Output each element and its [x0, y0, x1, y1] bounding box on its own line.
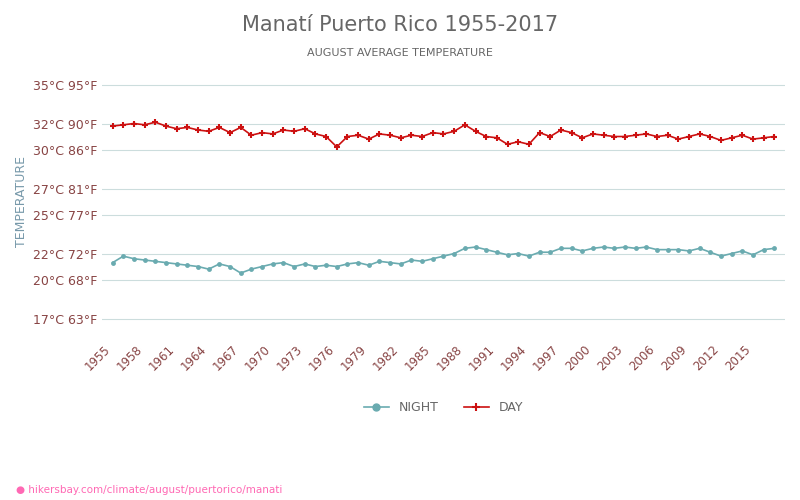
- Text: AUGUST AVERAGE TEMPERATURE: AUGUST AVERAGE TEMPERATURE: [307, 48, 493, 58]
- Legend: NIGHT, DAY: NIGHT, DAY: [358, 396, 528, 419]
- Y-axis label: TEMPERATURE: TEMPERATURE: [15, 156, 28, 247]
- Text: ● hikersbay.com/climate/august/puertorico/manati: ● hikersbay.com/climate/august/puertoric…: [16, 485, 282, 495]
- Text: Manatí Puerto Rico 1955-2017: Manatí Puerto Rico 1955-2017: [242, 15, 558, 35]
